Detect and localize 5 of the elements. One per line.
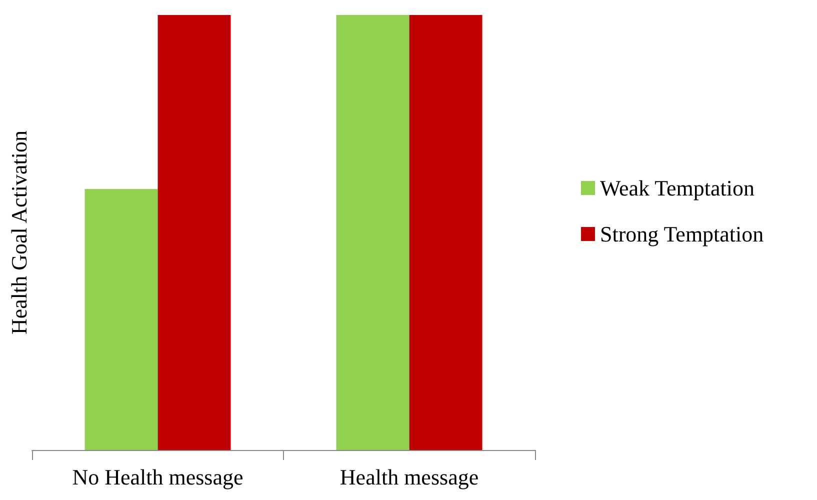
legend-label: Strong Temptation [600,222,764,246]
x-tick-label: No Health message [72,464,244,490]
x-tick-label: Health message [340,464,479,490]
legend-label: Weak Temptation [600,176,755,200]
y-axis-title: Health Goal Activation [6,130,32,335]
